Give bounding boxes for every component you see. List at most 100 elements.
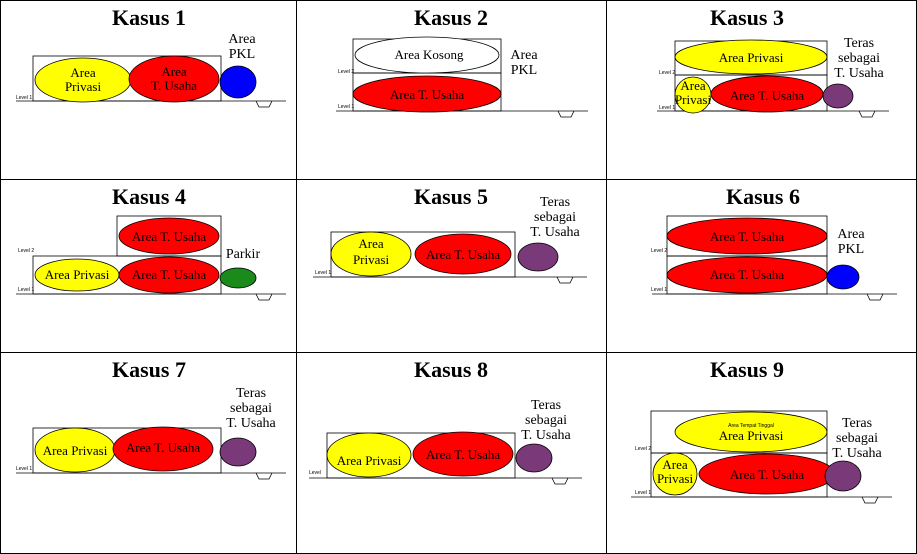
privasi-top-small: Area Tempat Tinggal (728, 423, 774, 429)
case-title: Kasus 9 (710, 357, 784, 382)
case-title: Kasus 8 (414, 357, 488, 382)
case-panel-8: Kasus 8 Level Area Privasi Area T. Usaha Ter… (296, 352, 607, 554)
case-title: Kasus 4 (112, 184, 186, 209)
gutter-icon (557, 110, 575, 118)
level-2-label: Level 2 (18, 248, 34, 254)
case-diagram: Kasus 7 Level 1 Area Privasi Area T. Usaha T… (16, 357, 286, 480)
pkl-zone (826, 264, 860, 290)
level-1-label: Level (309, 470, 321, 476)
case-diagram: Kasus 9 Level 2 Level 1 Area Tempat Tinggal… (631, 357, 892, 504)
gutter-icon (255, 100, 273, 108)
usaha-label: Area T. Usaha (730, 467, 804, 482)
case-panel-1: Kasus 1 Level 1 Area Privasi Area T. Usaha Are… (0, 0, 297, 180)
level-1-label: Level 1 (659, 105, 675, 111)
privasi-label: Area Privasi (43, 443, 108, 458)
side-label: Parkir (226, 247, 261, 262)
usaha-top-zone (118, 217, 220, 255)
case-diagram: Kasus 1 Level 1 Area Privasi Area T. Usaha Are… (16, 5, 286, 108)
case-panel-4: Kasus 4 Level 2 Level 1 Area Privasi Area T.… (0, 179, 297, 353)
gutter-icon (551, 477, 569, 485)
usaha-label: Area T. Usaha (426, 247, 500, 262)
privasi-top-zone (674, 411, 828, 453)
privasi-zone (326, 432, 412, 478)
teras-zone (822, 83, 854, 109)
case-diagram: Kasus 5 Level 1 Area Privasi Area T. Usaha Te… (313, 184, 587, 284)
usaha-zone (128, 55, 220, 103)
side-label: Area PKL (228, 32, 256, 62)
kosong-zone (354, 36, 500, 74)
case-panel-7: Kasus 7 Level 1 Area Privasi Area T. Usaha T… (0, 352, 297, 554)
side-label: Teras sebagai T. Usaha (834, 36, 884, 81)
privasi-label: Area Privasi (337, 453, 402, 468)
side-label: Teras sebagai T. Usaha (530, 195, 580, 240)
case-panel-2: Level 2 Level 1 Kasus 2 Area Kosong Area T. … (296, 0, 607, 180)
case-title: Kasus 2 (414, 5, 488, 30)
usaha-zone (412, 431, 514, 477)
privasi-label: Area Privasi (45, 267, 110, 282)
pkl-zone (219, 65, 257, 99)
teras-zone (219, 437, 257, 467)
level-2-label: Level 2 (338, 69, 354, 75)
case-title: Kasus 7 (112, 357, 186, 382)
side-label: Teras sebagai T. Usaha (832, 416, 882, 461)
level-1-label: Level 1 (16, 466, 32, 472)
kosong-label: Area Kosong (395, 47, 464, 62)
side-label: Area PKL (510, 48, 538, 78)
level-1-label: Level 1 (315, 270, 331, 276)
case-title: Kasus 1 (112, 5, 186, 30)
privasi-top-label: Area Privasi (719, 428, 784, 443)
usaha-label: Area T. Usaha (126, 440, 200, 455)
privasi-label: Area Privasi (65, 65, 102, 94)
privasi-top-zone (674, 39, 828, 75)
level-1-label: Level 1 (338, 104, 354, 110)
usaha-label: Area T. Usaha (730, 88, 804, 103)
privasi-label: Area Privasi (353, 236, 390, 267)
usaha-zone (118, 256, 220, 294)
parkir-zone (219, 267, 257, 289)
gutter-icon (861, 496, 879, 504)
usaha-top-label: Area T. Usaha (132, 229, 206, 244)
level-2-label: Level 2 (659, 70, 675, 76)
usaha-top-zone (666, 217, 828, 255)
privasi-zone (652, 452, 698, 496)
privasi-zone (330, 231, 412, 277)
level-1-label: Level 1 (18, 287, 34, 293)
case-diagram: Kasus 6 Level 2 Level 1 Area T. Usaha Area T… (651, 184, 897, 301)
teras-zone (824, 460, 862, 492)
gutter-icon (556, 276, 574, 284)
privasi-label: Area Privasi (675, 78, 712, 107)
usaha-label: Area T. Usaha (151, 64, 197, 93)
usaha-zone (112, 426, 214, 472)
gutter-icon (255, 293, 273, 301)
gutter-icon (866, 293, 884, 301)
case-title: Kasus 6 (726, 184, 800, 209)
case-title: Kasus 3 (710, 5, 784, 30)
case-panel-5: Kasus 5 Level 1 Area Privasi Area T. Usaha Te… (296, 179, 607, 353)
case-panel-6: Kasus 6 Level 2 Level 1 Area T. Usaha Area T… (606, 179, 917, 353)
gutter-icon (255, 472, 273, 480)
teras-zone (517, 242, 559, 272)
case-panel-3: Kasus 3 Level 2 Level 1 Area Privasi Area Pri… (606, 0, 917, 180)
usaha-zone (414, 233, 512, 275)
case-diagram: Kasus 3 Level 2 Level 1 Area Privasi Area Pri… (657, 5, 889, 118)
level-1-label: Level 1 (651, 287, 667, 293)
case-diagram: Level 2 Level 1 Kasus 2 Area Kosong Area T. … (336, 5, 588, 118)
level-1-label: Level 1 (635, 490, 651, 496)
gutter-icon (858, 110, 876, 118)
level-2-label: Level 2 (635, 446, 651, 452)
case-panel-9: Kasus 9 Level 2 Level 1 Area Tempat Tinggal… (606, 352, 917, 554)
usaha-top-label: Area T. Usaha (710, 229, 784, 244)
usaha-zone (352, 75, 502, 113)
privasi-top-label: Area Privasi (719, 50, 784, 65)
level-2-label: Level 2 (651, 248, 667, 254)
level-1-label: Level 1 (16, 95, 32, 101)
side-label: Teras sebagai T. Usaha (521, 398, 571, 443)
side-label: Teras sebagai T. Usaha (226, 386, 276, 431)
usaha-label: Area T. Usaha (426, 447, 500, 462)
case-diagram: Kasus 4 Level 2 Level 1 Area Privasi Area T.… (16, 184, 286, 301)
usaha-label: Area T. Usaha (132, 267, 206, 282)
usaha-label: Area T. Usaha (710, 267, 784, 282)
teras-zone (515, 443, 553, 473)
case-title: Kasus 5 (414, 184, 488, 209)
